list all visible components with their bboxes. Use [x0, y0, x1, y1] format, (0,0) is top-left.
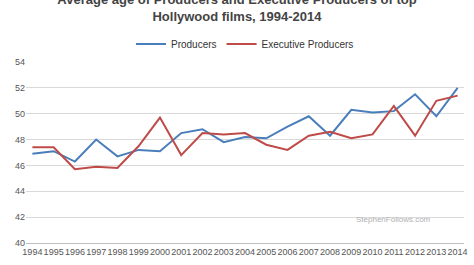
- svg-text:2010: 2010: [363, 247, 383, 257]
- svg-text:1994: 1994: [22, 247, 42, 257]
- svg-text:2009: 2009: [341, 247, 361, 257]
- svg-text:Executive Producers: Executive Producers: [262, 39, 354, 50]
- svg-text:54: 54: [15, 57, 25, 67]
- svg-text:StephenFollows.com: StephenFollows.com: [356, 215, 431, 224]
- svg-text:2007: 2007: [299, 247, 319, 257]
- svg-text:40: 40: [15, 238, 25, 248]
- svg-text:2012: 2012: [405, 247, 425, 257]
- svg-text:46: 46: [15, 161, 25, 171]
- svg-text:2003: 2003: [214, 247, 234, 257]
- svg-text:2008: 2008: [320, 247, 340, 257]
- svg-text:1997: 1997: [86, 247, 106, 257]
- svg-text:1998: 1998: [107, 247, 127, 257]
- svg-text:50: 50: [15, 109, 25, 119]
- svg-text:1996: 1996: [65, 247, 85, 257]
- svg-text:2000: 2000: [150, 247, 170, 257]
- svg-text:2011: 2011: [384, 247, 403, 257]
- svg-text:2014: 2014: [448, 247, 468, 257]
- svg-text:48: 48: [15, 135, 25, 145]
- svg-text:Producers: Producers: [171, 39, 217, 50]
- svg-text:2001: 2001: [171, 247, 191, 257]
- svg-text:1999: 1999: [129, 247, 149, 257]
- svg-text:1995: 1995: [44, 247, 64, 257]
- svg-text:52: 52: [15, 83, 25, 93]
- svg-text:2006: 2006: [278, 247, 298, 257]
- svg-text:2013: 2013: [426, 247, 446, 257]
- svg-text:2004: 2004: [235, 247, 255, 257]
- svg-text:2002: 2002: [192, 247, 212, 257]
- svg-text:2005: 2005: [256, 247, 276, 257]
- svg-text:42: 42: [15, 212, 25, 222]
- svg-text:44: 44: [15, 186, 25, 196]
- svg-text:Average age of Producers and E: Average age of Producers and Executive P…: [57, 0, 416, 24]
